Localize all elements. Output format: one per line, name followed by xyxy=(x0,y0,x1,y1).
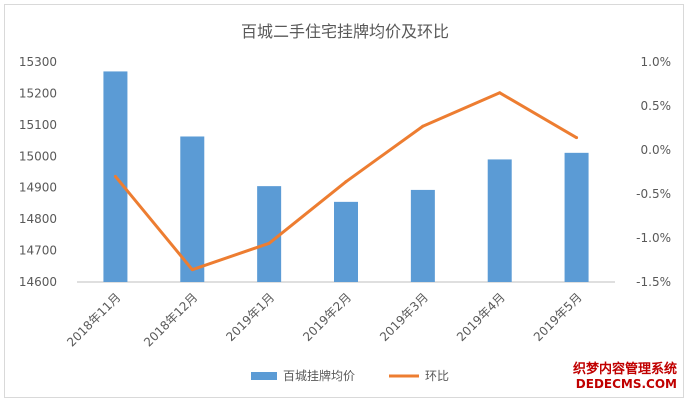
legend-bar-label: 百城挂牌均价 xyxy=(283,369,355,383)
bar xyxy=(410,189,435,282)
y-right-tick-label: -0.5% xyxy=(636,187,671,201)
y-right-tick-label: 0.5% xyxy=(641,99,672,113)
y-left-tick-label: 15000 xyxy=(19,149,57,163)
x-tick-label: 2018年11月 xyxy=(64,290,123,349)
y-right-tick-label: -1.5% xyxy=(636,275,671,289)
chart-svg: 百城二手住宅挂牌均价及环比 14600 14700 14800 14900 15000 15… xyxy=(19,22,672,383)
watermark-line1: 织梦内容管理系统 xyxy=(572,362,677,377)
chart-title: 百城二手住宅挂牌均价及环比 xyxy=(241,22,449,41)
watermark-line2: DEDECMS.COM xyxy=(575,377,677,391)
y-left-tick-label: 14700 xyxy=(19,244,57,258)
y-left-tick-label: 14900 xyxy=(19,181,57,195)
legend-bar-swatch xyxy=(251,372,277,380)
y-right-tick-label: -1.0% xyxy=(636,231,671,245)
x-tick-label: 2018年12月 xyxy=(141,290,200,349)
x-tick-label: 2019年4月 xyxy=(454,290,508,344)
y-left-tick-label: 15300 xyxy=(19,55,57,69)
chart-frame: 百城二手住宅挂牌均价及环比 14600 14700 14800 14900 15000 15… xyxy=(4,4,684,398)
x-tick-label: 2019年2月 xyxy=(300,290,354,344)
line-point xyxy=(113,174,117,178)
x-tick-label: 2019年1月 xyxy=(223,290,277,344)
line-point xyxy=(267,241,271,245)
line-point xyxy=(575,136,579,140)
watermark: 织梦内容管理系统 DEDECMS.COM xyxy=(572,362,677,392)
line-point xyxy=(344,180,348,184)
line-point xyxy=(421,124,425,128)
x-tick-label: 2019年5月 xyxy=(531,290,585,344)
line-point xyxy=(190,268,194,272)
legend-line-label: 环比 xyxy=(425,369,449,383)
y-right-tick-label: 1.0% xyxy=(641,55,672,69)
y-right-tick-label: 0.0% xyxy=(641,143,672,157)
bar xyxy=(487,159,512,282)
bar xyxy=(334,201,358,282)
y-left-tick-label: 15100 xyxy=(19,118,57,132)
line-point xyxy=(498,91,502,95)
y-left-tick-label: 14800 xyxy=(19,212,57,226)
y-left-tick-label: 14600 xyxy=(19,275,57,289)
bar xyxy=(564,152,589,282)
y-left-tick-label: 15200 xyxy=(19,86,57,100)
x-tick-label: 2019年3月 xyxy=(377,290,431,344)
bar xyxy=(257,186,282,282)
